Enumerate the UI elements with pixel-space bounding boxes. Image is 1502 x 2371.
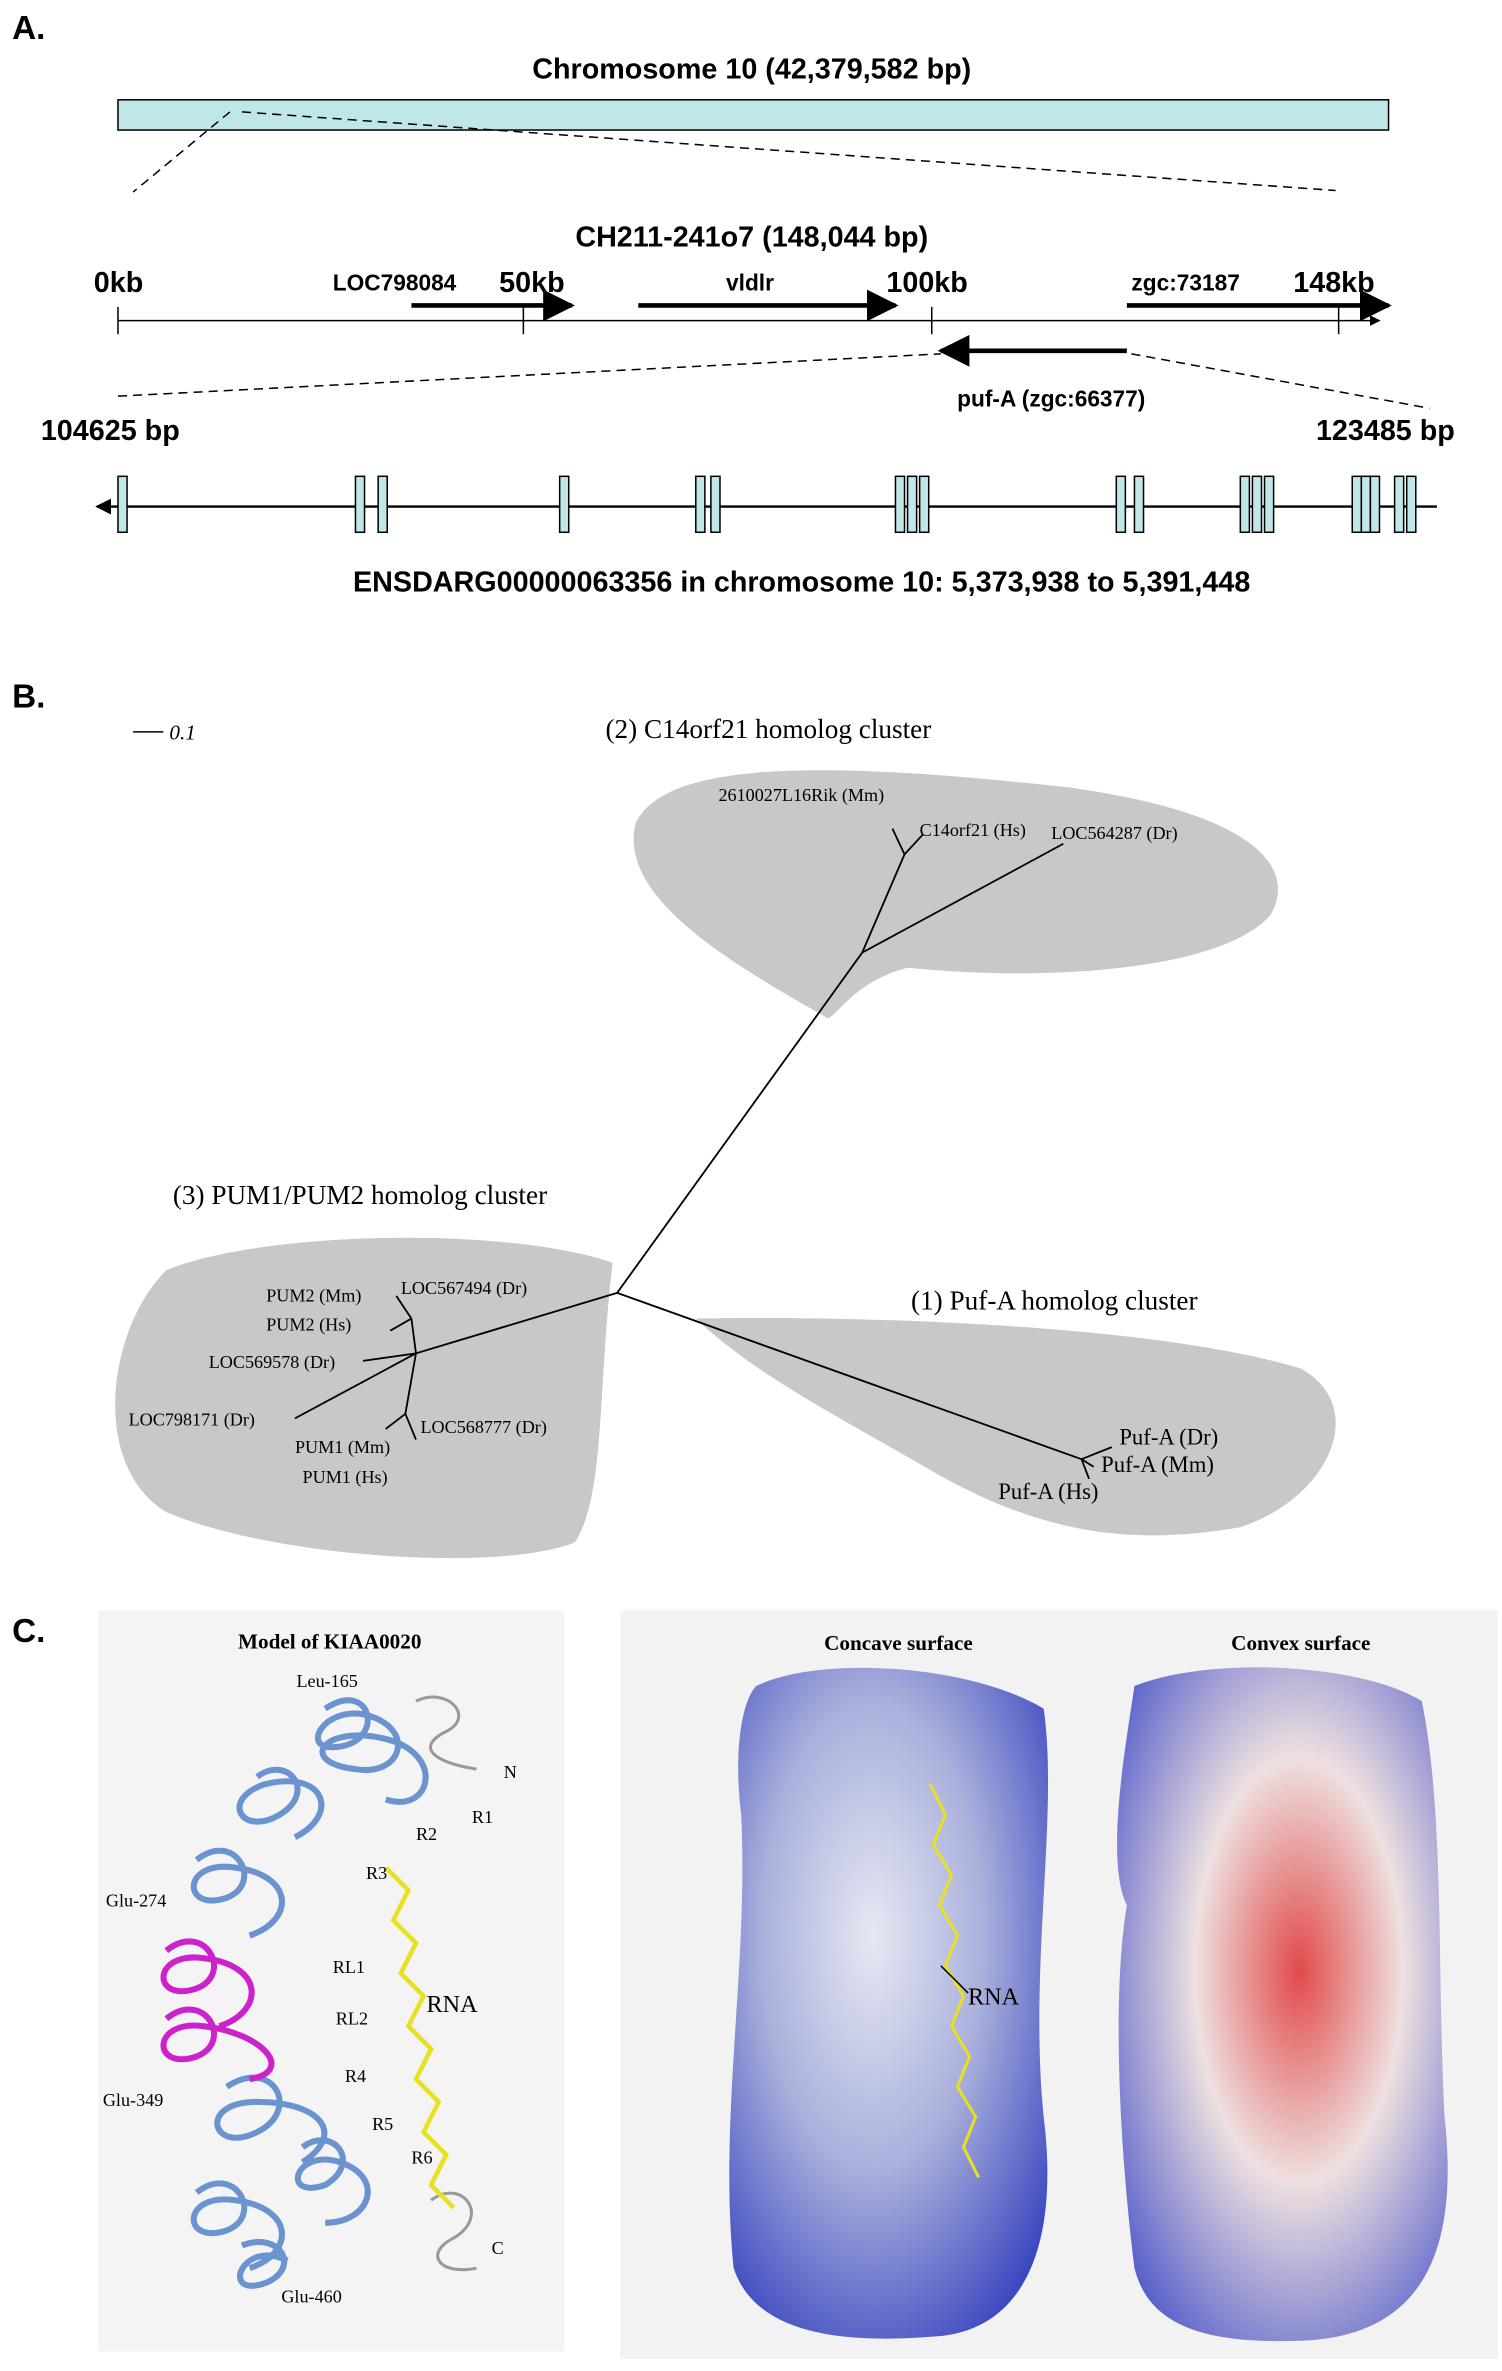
chromosome-bar — [117, 99, 1390, 131]
panel-title: Model of KIAA0020 — [238, 1630, 421, 1654]
exon — [1351, 475, 1363, 534]
annotation: R5 — [372, 2114, 393, 2134]
annotation: Glu-460 — [281, 2287, 341, 2307]
cluster-blobs — [115, 770, 1336, 1559]
annotation: R6 — [411, 2147, 432, 2167]
clone-title: CH211-241o7 (148,044 bp) — [575, 222, 928, 254]
scale-label: 0kb — [94, 267, 144, 299]
gene-label: LOC798084 — [333, 269, 457, 295]
exon — [906, 475, 918, 534]
gene-id: ENSDARG00000063356 in chromosome 10: 5,3… — [353, 566, 1250, 598]
leaf-label: Puf-A (Hs) — [998, 1479, 1098, 1504]
cluster-label: (3) PUM1/PUM2 homolog cluster — [173, 1180, 547, 1210]
tree — [294, 828, 1113, 1480]
leaf-label: Puf-A (Mm) — [1101, 1452, 1214, 1477]
exon — [558, 475, 570, 534]
leaf-label: Puf-A (Dr) — [1119, 1425, 1218, 1450]
leaf-labels: Puf-A (Dr) Puf-A (Mm) Puf-A (Hs) — [998, 1425, 1218, 1504]
scale-label: 50kb — [499, 267, 564, 299]
leaf-label: PUM2 (Hs) — [266, 1314, 351, 1335]
protein-model — [160, 1695, 477, 2289]
cluster-label: (1) Puf-A homolog cluster — [911, 1286, 1198, 1316]
exons — [117, 475, 1417, 534]
exon — [1369, 475, 1381, 534]
annotation: R2 — [416, 1824, 437, 1844]
annotation: Leu-165 — [296, 1671, 357, 1691]
panel-background — [98, 1610, 565, 2352]
annotation-line — [940, 1965, 969, 1994]
exon — [377, 475, 388, 534]
leaf-label: 2610027L16Rik (Mm) — [718, 785, 884, 806]
annotation: R1 — [472, 1807, 493, 1827]
range-end: 123485 bp — [1316, 415, 1455, 447]
exon — [117, 475, 128, 534]
leaf-label: LOC569578 (Dr) — [209, 1352, 335, 1373]
exon — [1360, 475, 1372, 534]
annotation: R4 — [345, 2066, 366, 2086]
scale-label: 100kb — [886, 267, 967, 299]
annotation: RL2 — [336, 2008, 368, 2028]
annotation: RNA — [968, 1984, 1020, 2011]
concave-surface — [729, 1667, 1049, 2339]
panel-label: A. — [12, 10, 45, 47]
annotation: RL1 — [333, 1957, 365, 1977]
chromosome-title: Chromosome 10 (42,379,582 bp) — [532, 54, 971, 86]
leaf-label: PUM1 (Hs) — [303, 1467, 388, 1488]
leaf-label: LOC564287 (Dr) — [1051, 823, 1177, 844]
exon — [1239, 475, 1251, 534]
surface-title: Concave surface — [824, 1631, 973, 1655]
range-start: 104625 bp — [41, 415, 180, 447]
annotation: R3 — [366, 1863, 387, 1883]
leaf-label: PUM1 (Mm) — [295, 1437, 390, 1458]
annotation: Glu-274 — [106, 1890, 166, 1910]
leaf-label: LOC567494 (Dr) — [401, 1278, 527, 1299]
annotation: Glu-349 — [103, 2090, 163, 2110]
exon — [1263, 475, 1275, 534]
exon — [354, 475, 366, 534]
annotation: RNA — [427, 1991, 479, 2018]
exon — [1133, 475, 1145, 534]
rna-strand — [928, 1783, 980, 2179]
annotation: C — [492, 2238, 504, 2258]
leaf-label: C14orf21 (Hs) — [920, 820, 1026, 841]
gene-label: zgc:73187 — [1131, 269, 1239, 295]
exon — [695, 475, 706, 534]
panel-label: C. — [12, 1613, 45, 1650]
scale-line — [117, 306, 1381, 335]
surface-title: Convex surface — [1231, 1631, 1370, 1655]
panel-label: B. — [12, 678, 45, 715]
annotation: N — [504, 1762, 517, 1782]
gene-label: vldlr — [726, 269, 774, 295]
exon — [1405, 475, 1417, 534]
scale-text: 0.1 — [169, 721, 195, 745]
exon — [894, 475, 906, 534]
exon — [1393, 475, 1405, 534]
leaf-label: PUM2 (Mm) — [266, 1286, 361, 1307]
exon — [918, 475, 930, 534]
leaf-labels: 2610027L16Rik (Mm) C14orf21 (Hs) LOC5642… — [129, 785, 1178, 1488]
scale-label: 148kb — [1293, 267, 1374, 299]
exon — [1251, 475, 1263, 534]
model-annotations: Leu-165 N R1 R2 R3 Glu-274 RL1 RNA RL2 G… — [103, 1671, 517, 2306]
gene-arrows — [411, 289, 1392, 367]
leaf-label: LOC798171 (Dr) — [129, 1410, 255, 1431]
leaf-label: LOC568777 (Dr) — [420, 1417, 546, 1438]
cluster-label: (2) C14orf21 homolog cluster — [605, 714, 931, 744]
exon — [710, 475, 721, 534]
gene-label: puf-A (zgc:66377) — [957, 386, 1145, 412]
exon — [1115, 475, 1127, 534]
convex-surface — [1117, 1667, 1448, 2342]
zoom-lines — [117, 111, 1430, 410]
